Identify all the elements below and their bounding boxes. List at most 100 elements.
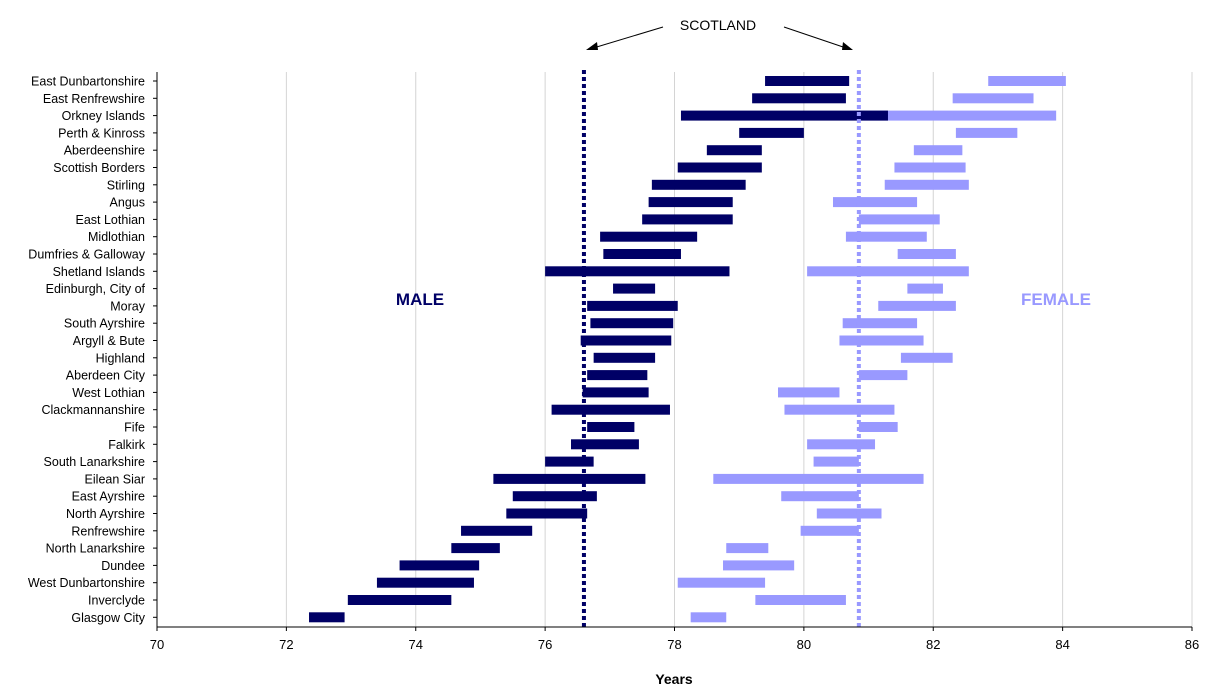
female-range-bar	[858, 422, 898, 432]
male-range-bar	[512, 491, 597, 502]
category-label: Perth & Kinross	[58, 126, 145, 140]
female-range-bar	[839, 335, 924, 346]
female-range-bar	[807, 266, 969, 277]
category-label: West Lothian	[72, 386, 145, 400]
category-label: East Dunbartonshire	[31, 75, 145, 89]
category-label: Clackmannanshire	[41, 403, 145, 417]
x-tick-label-82: 82	[926, 637, 940, 652]
female-range-bar	[807, 439, 876, 450]
male-range-bar	[587, 422, 635, 432]
category-label: Aberdeenshire	[64, 144, 145, 158]
x-tick-label-76: 76	[538, 637, 552, 652]
female-range-bar	[800, 525, 859, 536]
category-label: West Dunbartonshire	[28, 576, 145, 590]
female-range-bar	[913, 145, 963, 156]
male-range-bar	[648, 197, 733, 208]
male-range-bar	[580, 335, 672, 346]
category-label: Shetland Islands	[53, 265, 145, 279]
male-range-bar	[600, 231, 698, 242]
male-range-bar	[651, 179, 746, 190]
category-label: Inverclyde	[88, 594, 145, 608]
bars	[309, 76, 1066, 623]
male-range-bar	[571, 439, 639, 450]
category-label: Edinburgh, City of	[46, 282, 146, 296]
category-label: Glasgow City	[71, 611, 145, 625]
male-range-bar	[545, 456, 594, 467]
male-range-bar	[347, 595, 452, 605]
female-range-bar	[884, 179, 969, 190]
male-range-bar	[739, 127, 804, 138]
x-tick-label-74: 74	[409, 637, 423, 652]
male-range-bar	[603, 249, 681, 259]
male-range-bar	[587, 370, 648, 381]
male-series-label: MALE	[396, 290, 444, 309]
female-series-label: FEMALE	[1021, 290, 1091, 309]
category-label: Angus	[110, 196, 145, 210]
female-range-bar	[858, 370, 908, 381]
category-label: Highland	[96, 351, 145, 365]
female-range-bar	[907, 283, 943, 294]
x-axis-title: Years	[655, 671, 693, 687]
scotland-arrowhead-right	[842, 42, 853, 50]
category-label: Eilean Siar	[85, 472, 145, 486]
female-range-bar	[813, 456, 859, 467]
male-range-bar	[680, 110, 888, 121]
female-range-bar	[955, 127, 1018, 138]
male-range-bar	[582, 387, 649, 398]
female-range-bar	[677, 577, 766, 588]
female-range-bar	[900, 352, 953, 363]
male-range-bar	[545, 266, 730, 277]
scotland-arrow-right	[783, 26, 850, 50]
category-label: Dundee	[101, 559, 145, 573]
category-label: East Renfrewshire	[43, 92, 145, 106]
female-range-bar	[726, 543, 769, 554]
male-range-bar	[493, 473, 646, 484]
male-range-bar	[642, 214, 733, 225]
category-label: Renfrewshire	[71, 524, 145, 538]
female-range-bar	[832, 197, 918, 208]
female-range-bar	[713, 473, 924, 484]
male-range-bar	[706, 145, 762, 156]
female-range-bar	[878, 300, 956, 311]
female-range-bar	[781, 491, 859, 502]
category-label: Midlothian	[88, 230, 145, 244]
category-label: Moray	[110, 299, 145, 313]
male-range-bar	[399, 560, 480, 571]
category-label: Orkney Islands	[62, 109, 145, 123]
female-range-bar	[952, 93, 1034, 104]
male-range-bar	[593, 352, 656, 363]
male-range-bar	[551, 404, 670, 415]
female-range-bar	[845, 231, 927, 242]
category-label: Falkirk	[108, 438, 146, 452]
female-range-bar	[755, 595, 846, 605]
category-label: Dumfries & Galloway	[28, 248, 145, 262]
female-range-bar	[842, 318, 918, 329]
scotland-annotation: SCOTLAND	[586, 17, 853, 50]
male-range-bar	[765, 76, 850, 86]
category-label: North Lanarkshire	[46, 542, 145, 556]
category-label: East Lothian	[76, 213, 146, 227]
x-tick-label-78: 78	[667, 637, 681, 652]
x-tick-label-70: 70	[150, 637, 164, 652]
male-range-bar	[587, 300, 678, 311]
category-label: Fife	[124, 421, 145, 435]
category-label: Argyll & Bute	[73, 334, 145, 348]
x-tick-label-72: 72	[279, 637, 293, 652]
male-range-bar	[506, 508, 588, 519]
female-range-bar	[690, 612, 727, 623]
male-range-bar	[451, 543, 500, 554]
reference-lines	[581, 70, 861, 627]
male-range-bar	[613, 283, 656, 294]
female-range-bar	[894, 162, 966, 173]
male-range-bar	[590, 318, 674, 329]
female-range-bar	[784, 404, 895, 415]
category-label: South Ayrshire	[64, 317, 145, 331]
category-labels: East Dunbartonshire East Renfrewshire Orkn…	[28, 75, 146, 625]
male-range-bar	[376, 577, 474, 588]
female-range-bar	[723, 560, 795, 571]
male-range-bar	[461, 525, 533, 536]
scotland-arrowhead-left	[586, 42, 598, 50]
category-label: Scottish Borders	[53, 161, 145, 175]
x-tick-label-80: 80	[797, 637, 811, 652]
